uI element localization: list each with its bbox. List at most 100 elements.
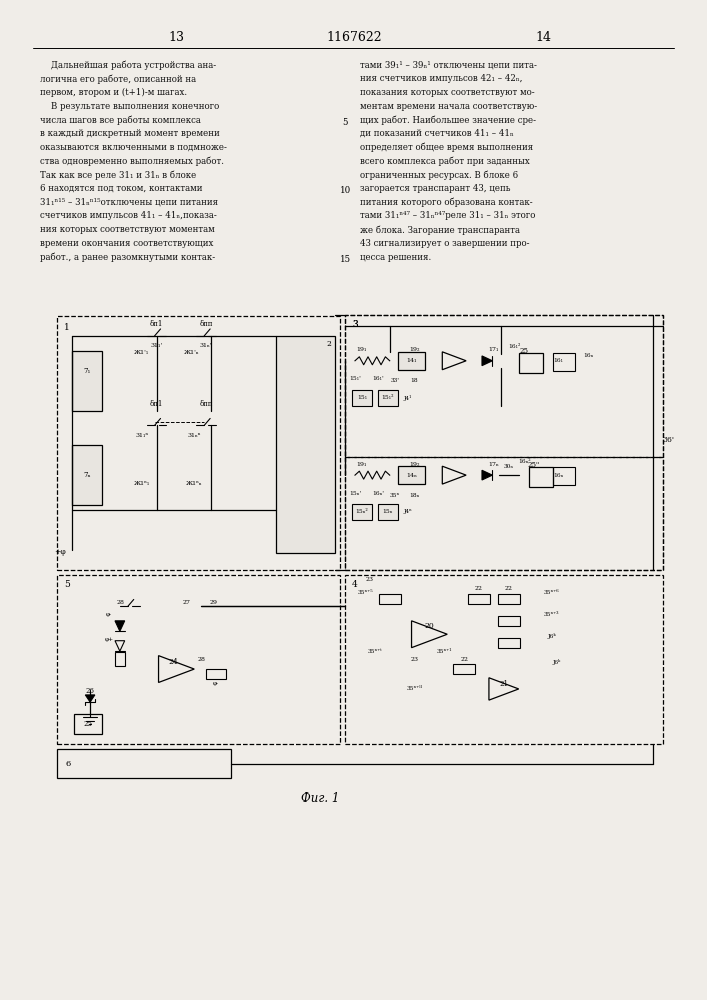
Text: 13: 13 [168, 31, 185, 44]
Bar [378, 504, 397, 520]
Bar [115, 652, 125, 666]
Text: 22: 22 [475, 586, 483, 591]
Text: 18ₙ: 18ₙ [409, 493, 420, 498]
Text: δпп: δпп [199, 320, 213, 328]
Bar [345, 575, 662, 744]
Text: 22: 22 [460, 657, 468, 662]
Text: всего комплекса работ при заданных: всего комплекса работ при заданных [360, 157, 530, 166]
Text: Ж1ⁿ₁: Ж1ⁿ₁ [134, 481, 150, 486]
Text: 10: 10 [339, 186, 351, 195]
Text: δп1: δп1 [150, 320, 163, 328]
Text: δпп: δпп [199, 400, 213, 408]
Text: 31ₙⁿ: 31ₙⁿ [187, 433, 201, 438]
Text: оказываются включенными в подмноже-: оказываются включенными в подмноже- [40, 143, 228, 152]
Text: 16ₙ: 16ₙ [554, 473, 563, 478]
Bar [345, 457, 662, 570]
Text: 15ₙ²: 15ₙ² [356, 509, 368, 514]
Text: 19₁: 19₁ [357, 347, 367, 352]
Text: 35ⁿ⁺⁶: 35ⁿ⁺⁶ [544, 590, 559, 595]
Text: 35ⁿ⁺¹: 35ⁿ⁺¹ [436, 649, 452, 654]
Text: ограниченных ресурсах. В блоке 6: ограниченных ресурсах. В блоке 6 [360, 170, 518, 180]
Bar [57, 575, 340, 744]
Text: 16ₙ': 16ₙ' [372, 491, 384, 496]
Text: ния счетчиков импульсов 42₁ – 42ₙ,: ния счетчиков импульсов 42₁ – 42ₙ, [360, 74, 522, 83]
Text: 28: 28 [197, 657, 205, 662]
Bar [345, 315, 662, 457]
Bar [57, 316, 340, 570]
Text: щих работ. Наибольшее значение сре-: щих работ. Наибольшее значение сре- [360, 115, 536, 125]
Bar [378, 390, 397, 406]
Text: Ж1'₁: Ж1'₁ [134, 350, 149, 355]
Text: 16ₙ²: 16ₙ² [518, 459, 531, 464]
Text: 15₁: 15₁ [357, 395, 367, 400]
Bar [74, 714, 102, 734]
Text: 27: 27 [182, 600, 190, 605]
Text: 5: 5 [64, 580, 70, 589]
Text: 17ₙ: 17ₙ [489, 462, 499, 467]
Text: загорается транспарант 43, цепь: загорается транспарант 43, цепь [360, 184, 510, 193]
Polygon shape [482, 470, 492, 480]
Text: Фиг. 1: Фиг. 1 [301, 792, 339, 805]
Bar [519, 353, 544, 373]
Bar [529, 467, 554, 487]
Bar [498, 616, 520, 626]
Text: 7₁: 7₁ [83, 367, 90, 375]
Bar [72, 351, 102, 410]
Text: тами 31₁ⁿ⁴⁷ – 31ₙⁿ⁴⁷реле 31₁ – 31ₙ этого: тами 31₁ⁿ⁴⁷ – 31ₙⁿ⁴⁷реле 31₁ – 31ₙ этого [360, 211, 535, 220]
Text: 16₁': 16₁' [372, 376, 384, 381]
Text: 14ₙ: 14ₙ [406, 473, 417, 478]
Bar [498, 638, 520, 648]
Text: 22: 22 [505, 586, 513, 591]
Text: +φ: +φ [54, 548, 66, 556]
Bar [206, 669, 226, 679]
Text: 19₂: 19₂ [409, 347, 420, 352]
Text: φ-: φ- [106, 612, 112, 617]
Text: 25: 25 [519, 347, 528, 355]
Bar [345, 315, 662, 570]
Text: 17₁: 17₁ [489, 347, 499, 352]
Bar [468, 594, 490, 604]
Text: логична его работе, описанной на: логична его работе, описанной на [40, 74, 197, 84]
Text: питания которого образована контак-: питания которого образована контак- [360, 198, 532, 207]
Text: 30ₙ: 30ₙ [504, 464, 514, 469]
Text: 16₁: 16₁ [554, 358, 563, 363]
Text: 16ₙ: 16ₙ [583, 353, 593, 358]
Text: 35ⁿ⁺⁵: 35ⁿ⁺⁵ [357, 590, 373, 595]
Text: 43 сигнализирует о завершении про-: 43 сигнализирует о завершении про- [360, 239, 530, 248]
Text: 33': 33' [390, 378, 399, 383]
Text: определяет общее время выполнения: определяет общее время выполнения [360, 143, 533, 152]
Text: 31₁': 31₁' [151, 343, 163, 348]
Text: 29: 29 [210, 600, 218, 605]
Text: 15: 15 [339, 255, 351, 264]
Text: 20: 20 [424, 622, 434, 630]
Text: J6ᵏ: J6ᵏ [547, 633, 556, 639]
Text: 21: 21 [499, 680, 508, 688]
Text: счетчиков импульсов 41₁ – 41ₙ,показа-: счетчиков импульсов 41₁ – 41ₙ,показа- [40, 211, 217, 220]
Text: 15₁': 15₁' [349, 376, 361, 381]
Text: ди показаний счетчиков 41₁ – 41ₙ: ди показаний счетчиков 41₁ – 41ₙ [360, 129, 514, 138]
Text: ства одновременно выполняемых работ.: ства одновременно выполняемых работ. [40, 157, 225, 166]
Text: 14₁: 14₁ [407, 358, 417, 363]
Text: в каждый дискретный момент времени: в каждый дискретный момент времени [40, 129, 220, 138]
Text: 4: 4 [352, 580, 358, 589]
Text: 7ₙ: 7ₙ [83, 471, 91, 479]
Text: 35ⁿ⁺³: 35ⁿ⁺³ [544, 612, 559, 617]
Bar [453, 664, 475, 674]
Text: Ж1ⁿₙ: Ж1ⁿₙ [186, 481, 203, 486]
Text: φ+: φ+ [105, 637, 114, 642]
Text: 16₁²: 16₁² [508, 344, 521, 349]
Bar [554, 467, 575, 485]
Text: 35ⁿ⁺ᵗ: 35ⁿ⁺ᵗ [368, 649, 382, 654]
Text: 5: 5 [342, 118, 348, 127]
Text: 36': 36' [662, 436, 674, 444]
Text: показания которых соответствуют мо-: показания которых соответствуют мо- [360, 88, 534, 97]
Text: J4¹: J4¹ [403, 395, 411, 401]
Bar [352, 504, 372, 520]
Bar [57, 749, 231, 778]
Text: 3: 3 [352, 320, 358, 329]
Text: 28: 28 [117, 600, 125, 605]
Text: 35ⁿ⁺ˡˡ: 35ⁿ⁺ˡˡ [407, 686, 423, 691]
Text: 15ₙ: 15ₙ [382, 509, 393, 514]
Text: первом, втором и (t+1)-м шагах.: первом, втором и (t+1)-м шагах. [40, 88, 187, 97]
Polygon shape [482, 356, 492, 366]
